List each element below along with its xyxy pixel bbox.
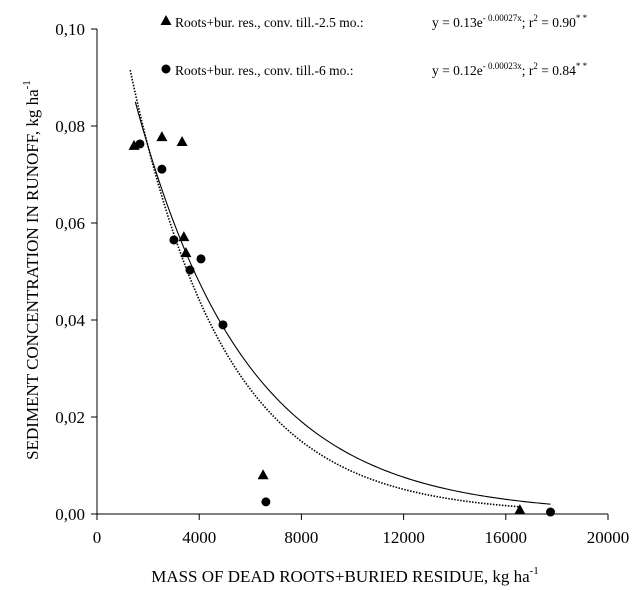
y-axis-title-text: SEDIMENT CONCENTRATION IN RUNOFF, kg ha: [23, 89, 42, 460]
fit-curve: [129, 69, 519, 508]
y-tick-label: 0,00: [55, 505, 85, 524]
y-axis-title: SEDIMENT CONCENTRATION IN RUNOFF, kg ha-…: [21, 80, 42, 460]
x-tick-label: 0: [93, 528, 102, 547]
equation-part: = 0.84: [538, 63, 576, 78]
equation-part: 2: [533, 13, 538, 23]
marker-circle: [157, 164, 167, 174]
equation-part: - 0.00027x: [483, 13, 522, 23]
x-axis-title-text: MASS OF DEAD ROOTS+BURIED RESIDUE, kg ha: [151, 567, 530, 586]
legend-label: Roots+bur. res., conv. till.-2.5 mo.:: [175, 15, 364, 30]
marker-triangle: [160, 15, 172, 25]
marker-triangle: [257, 469, 269, 480]
fit-curve: [134, 101, 551, 505]
marker-circle: [135, 139, 145, 149]
marker-triangle: [156, 131, 168, 142]
y-tick-label: 0,10: [55, 20, 85, 39]
equation-part: = 0.90: [538, 15, 576, 30]
equation-part: * *: [576, 13, 588, 23]
x-tick-label: 4000: [182, 528, 216, 547]
x-tick-label: 20000: [587, 528, 630, 547]
legend-equation: y = 0.13e- 0.00027x; r2 = 0.90* *: [432, 13, 588, 30]
marker-triangle: [128, 139, 140, 150]
legend-label: Roots+bur. res., conv. till.-6 mo.:: [175, 63, 353, 78]
x-tick-label: 12000: [382, 528, 425, 547]
legend-equation: y = 0.12e- 0.00023x; r2 = 0.84* *: [432, 61, 588, 78]
x-tick-label: 16000: [485, 528, 528, 547]
equation-part: * *: [576, 61, 588, 71]
marker-triangle: [514, 504, 526, 515]
marker-circle: [185, 265, 195, 275]
y-tick-label: 0,08: [55, 117, 85, 136]
x-tick-label: 8000: [284, 528, 318, 547]
equation-part: - 0.00023x: [483, 61, 522, 71]
y-tick-label: 0,04: [55, 311, 85, 330]
equation-part: 2: [533, 61, 538, 71]
y-tick-label: 0,06: [55, 214, 85, 233]
marker-circle: [546, 507, 556, 517]
marker-triangle: [176, 136, 188, 147]
marker-circle: [161, 64, 171, 74]
marker-circle: [218, 320, 228, 330]
marker-circle: [261, 497, 271, 507]
y-tick-label: 0,02: [55, 408, 85, 427]
y-axis-title-sup: -1: [21, 80, 33, 89]
x-axis-title: MASS OF DEAD ROOTS+BURIED RESIDUE, kg ha…: [151, 565, 539, 586]
x-axis-title-sup: -1: [530, 565, 539, 577]
equation-part: ; r: [522, 63, 534, 78]
equation-part: y = 0.12e: [432, 63, 483, 78]
marker-circle: [169, 235, 179, 245]
equation-part: ; r: [522, 15, 534, 30]
marker-circle: [196, 254, 206, 264]
marker-triangle: [178, 231, 190, 242]
equation-part: y = 0.13e: [432, 15, 483, 30]
